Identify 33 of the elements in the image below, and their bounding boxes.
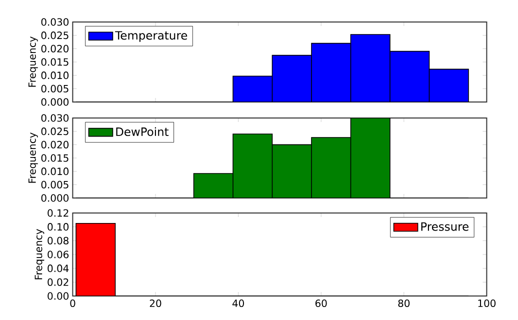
x-tick-label: 40 [232,300,244,308]
y-tick-label: 0.015 [41,58,68,66]
y-tick-label: 0.000 [41,194,69,202]
y-tick-label: 0.025 [41,32,68,40]
y-axis-title: Frequency [34,229,44,280]
y-tick-label: 0.005 [41,84,68,92]
y-tick-label: 0.030 [41,114,69,122]
y-tick-label: 0.010 [41,72,69,80]
y-tick-label: 0.02 [48,278,68,286]
y-tick-label: 0.030 [41,18,69,26]
x-tick-label: 0 [70,300,76,308]
y-tick-label: 0.000 [41,98,69,106]
y-tick-label: 0.06 [48,250,69,258]
y-tick-label: 0.10 [48,223,69,231]
y-axis-title: Frequency [28,36,38,87]
y-tick-label: 0.00 [48,292,69,300]
x-tick-label: 20 [150,300,162,308]
y-tick-label: 0.08 [48,236,68,244]
y-tick-label: 0.015 [41,154,68,162]
legend-label: Pressure [421,222,468,231]
legend-label: Temperature [115,31,188,42]
x-tick-label: 80 [398,300,410,308]
x-tick-label: 60 [315,300,327,308]
legend-label: DewPoint [116,127,169,136]
y-axis-title: Frequency [28,132,38,183]
y-tick-label: 0.020 [41,140,69,148]
y-tick-label: 0.12 [48,209,68,217]
y-tick-label: 0.04 [48,264,69,272]
y-tick-label: 0.025 [41,128,68,136]
y-tick-label: 0.010 [41,168,69,176]
x-tick-label: 100 [478,300,496,308]
y-tick-label: 0.005 [41,180,68,188]
y-tick-label: 0.020 [41,44,69,52]
